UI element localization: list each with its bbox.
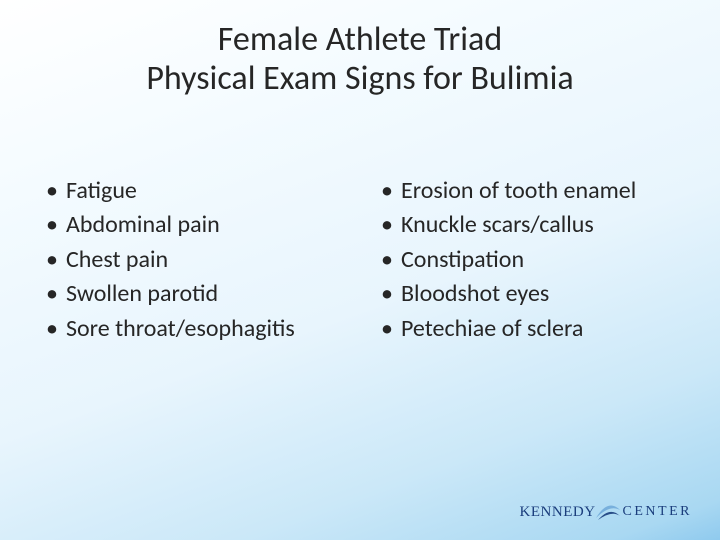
list-item: Fatigue	[40, 175, 345, 207]
left-column: Fatigue Abdominal pain Chest pain Swolle…	[40, 175, 345, 347]
logo-text-kennedy: KENNEDY	[520, 504, 596, 521]
slide-title: Female Athlete Triad Physical Exam Signs…	[0, 20, 720, 98]
list-item: Swollen parotid	[40, 278, 345, 310]
logo-swoosh-icon	[594, 502, 622, 522]
title-line-2: Physical Exam Signs for Bulimia	[0, 59, 720, 98]
right-column: Erosion of tooth enamel Knuckle scars/ca…	[375, 175, 680, 347]
list-item: Chest pain	[40, 244, 345, 276]
list-item: Erosion of tooth enamel	[375, 175, 680, 207]
title-line-1: Female Athlete Triad	[0, 20, 720, 59]
right-list: Erosion of tooth enamel Knuckle scars/ca…	[375, 175, 680, 345]
list-item: Petechiae of sclera	[375, 313, 680, 345]
list-item: Sore throat/esophagitis	[40, 313, 345, 345]
logo-text-center: CENTER	[623, 504, 692, 520]
left-list: Fatigue Abdominal pain Chest pain Swolle…	[40, 175, 345, 345]
content-columns: Fatigue Abdominal pain Chest pain Swolle…	[40, 175, 680, 347]
list-item: Abdominal pain	[40, 209, 345, 241]
slide: Female Athlete Triad Physical Exam Signs…	[0, 0, 720, 540]
list-item: Bloodshot eyes	[375, 278, 680, 310]
kennedy-center-logo: KENNEDY CENTER	[520, 502, 692, 522]
list-item: Knuckle scars/callus	[375, 209, 680, 241]
list-item: Constipation	[375, 244, 680, 276]
